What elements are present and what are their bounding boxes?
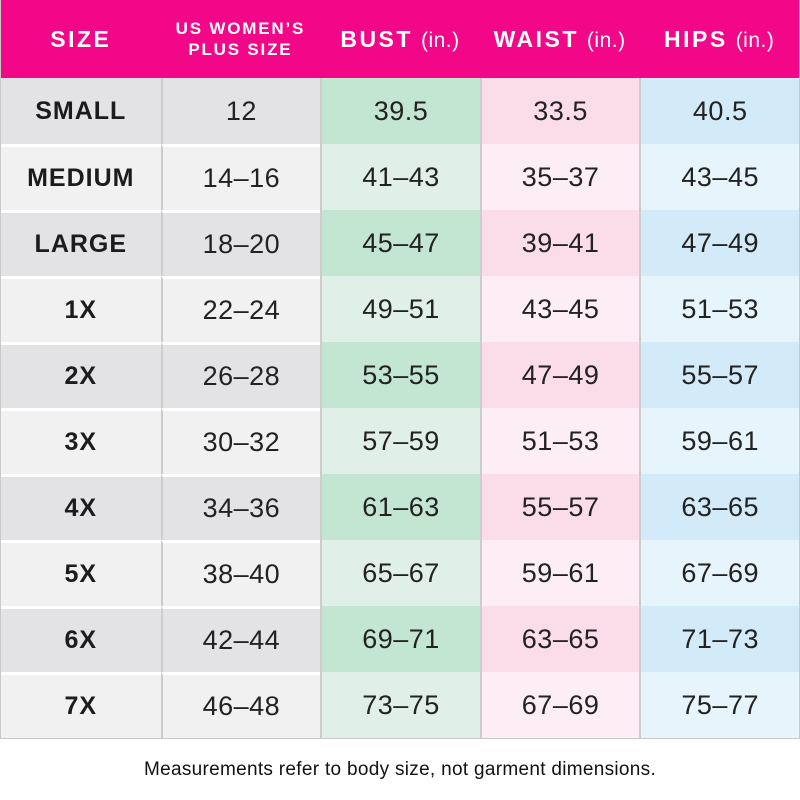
table-row: LARGE 18–20 45–47 39–41 47–49 (1, 210, 799, 276)
size-label-cell: LARGE (1, 210, 161, 276)
waist-cell: 43–45 (479, 276, 640, 342)
hips-cell: 63–65 (639, 474, 799, 540)
size-label-cell: 3X (1, 408, 161, 474)
size-label-cell: SMALL (1, 78, 161, 144)
header-unit-hips: (in.) (735, 28, 775, 52)
header-cell-size: SIZE (1, 0, 161, 78)
hips-cell: 43–45 (639, 144, 799, 210)
size-label-cell: 1X (1, 276, 161, 342)
bust-cell: 49–51 (320, 276, 480, 342)
header-cell-us-plus-size: US WOMEN’S PLUS SIZE (160, 0, 321, 78)
header-unit-waist: (in.) (586, 28, 626, 52)
hips-cell: 75–77 (639, 672, 799, 738)
table-row: SMALL 12 39.5 33.5 40.5 (1, 78, 799, 144)
header-label-bust: BUST (340, 25, 413, 52)
header-label-us-plus-line2: PLUS SIZE (188, 40, 293, 59)
hips-cell: 51–53 (639, 276, 799, 342)
table-row: 6X 42–44 69–71 63–65 71–73 (1, 606, 799, 672)
header-cell-hips: HIPS (in.) (639, 0, 799, 78)
waist-cell: 39–41 (479, 210, 640, 276)
waist-cell: 33.5 (479, 78, 640, 144)
waist-cell: 59–61 (479, 540, 640, 606)
waist-cell: 47–49 (479, 342, 640, 408)
us-plus-size-cell: 12 (160, 78, 321, 144)
header-row: SIZE US WOMEN’S PLUS SIZE BUST (in.) WAIS… (1, 0, 799, 78)
size-chart-table: SIZE US WOMEN’S PLUS SIZE BUST (in.) WAIS… (1, 0, 799, 738)
bust-cell: 61–63 (320, 474, 480, 540)
table-row: 3X 30–32 57–59 51–53 59–61 (1, 408, 799, 474)
waist-cell: 55–57 (479, 474, 640, 540)
header-label-size: SIZE (50, 25, 112, 52)
hips-cell: 55–57 (639, 342, 799, 408)
header-label-us-plus-line1: US WOMEN’S (175, 18, 306, 38)
measurement-footnote: Measurements refer to body size, not gar… (143, 759, 657, 780)
hips-cell: 47–49 (639, 210, 799, 276)
bust-cell: 65–67 (320, 540, 480, 606)
bust-cell: 57–59 (320, 408, 480, 474)
table-row: 1X 22–24 49–51 43–45 51–53 (1, 276, 799, 342)
us-plus-size-cell: 22–24 (160, 276, 321, 342)
size-label-cell: 4X (1, 474, 161, 540)
bust-cell: 41–43 (320, 144, 480, 210)
table-row: MEDIUM 14–16 41–43 35–37 43–45 (1, 144, 799, 210)
us-plus-size-cell: 38–40 (160, 540, 321, 606)
header-unit-bust: (in.) (420, 28, 460, 52)
waist-cell: 67–69 (479, 672, 640, 738)
size-label-cell: 7X (1, 672, 161, 738)
header-label-hips: HIPS (664, 25, 728, 52)
header-label-waist: WAIST (493, 25, 579, 52)
table-row: 4X 34–36 61–63 55–57 63–65 (1, 474, 799, 540)
us-plus-size-cell: 18–20 (160, 210, 321, 276)
us-plus-size-cell: 34–36 (160, 474, 321, 540)
size-table-body: SMALL 12 39.5 33.5 40.5 MEDIUM 14–16 41–43 35–37… (1, 78, 799, 738)
table-row: 7X 46–48 73–75 67–69 75–77 (1, 672, 799, 738)
hips-cell: 67–69 (639, 540, 799, 606)
us-plus-size-cell: 30–32 (160, 408, 321, 474)
hips-cell: 71–73 (639, 606, 799, 672)
size-chart-header: SIZE US WOMEN’S PLUS SIZE BUST (in.) WAIS… (1, 0, 799, 78)
size-label-cell: 2X (1, 342, 161, 408)
waist-cell: 51–53 (479, 408, 640, 474)
waist-cell: 63–65 (479, 606, 640, 672)
us-plus-size-cell: 14–16 (160, 144, 321, 210)
size-label-cell: MEDIUM (1, 144, 161, 210)
size-chart: SIZE US WOMEN’S PLUS SIZE BUST (in.) WAIS… (0, 0, 800, 739)
hips-cell: 40.5 (639, 78, 799, 144)
table-row: 2X 26–28 53–55 47–49 55–57 (1, 342, 799, 408)
bust-cell: 39.5 (320, 78, 480, 144)
bust-cell: 45–47 (320, 210, 480, 276)
us-plus-size-cell: 46–48 (160, 672, 321, 738)
size-label-cell: 5X (1, 540, 161, 606)
waist-cell: 35–37 (479, 144, 640, 210)
bust-cell: 73–75 (320, 672, 480, 738)
us-plus-size-cell: 26–28 (160, 342, 321, 408)
hips-cell: 59–61 (639, 408, 799, 474)
header-cell-waist: WAIST (in.) (479, 0, 640, 78)
header-cell-bust: BUST (in.) (320, 0, 480, 78)
bust-cell: 53–55 (320, 342, 480, 408)
size-label-cell: 6X (1, 606, 161, 672)
us-plus-size-cell: 42–44 (160, 606, 321, 672)
table-row: 5X 38–40 65–67 59–61 67–69 (1, 540, 799, 606)
bust-cell: 69–71 (320, 606, 480, 672)
